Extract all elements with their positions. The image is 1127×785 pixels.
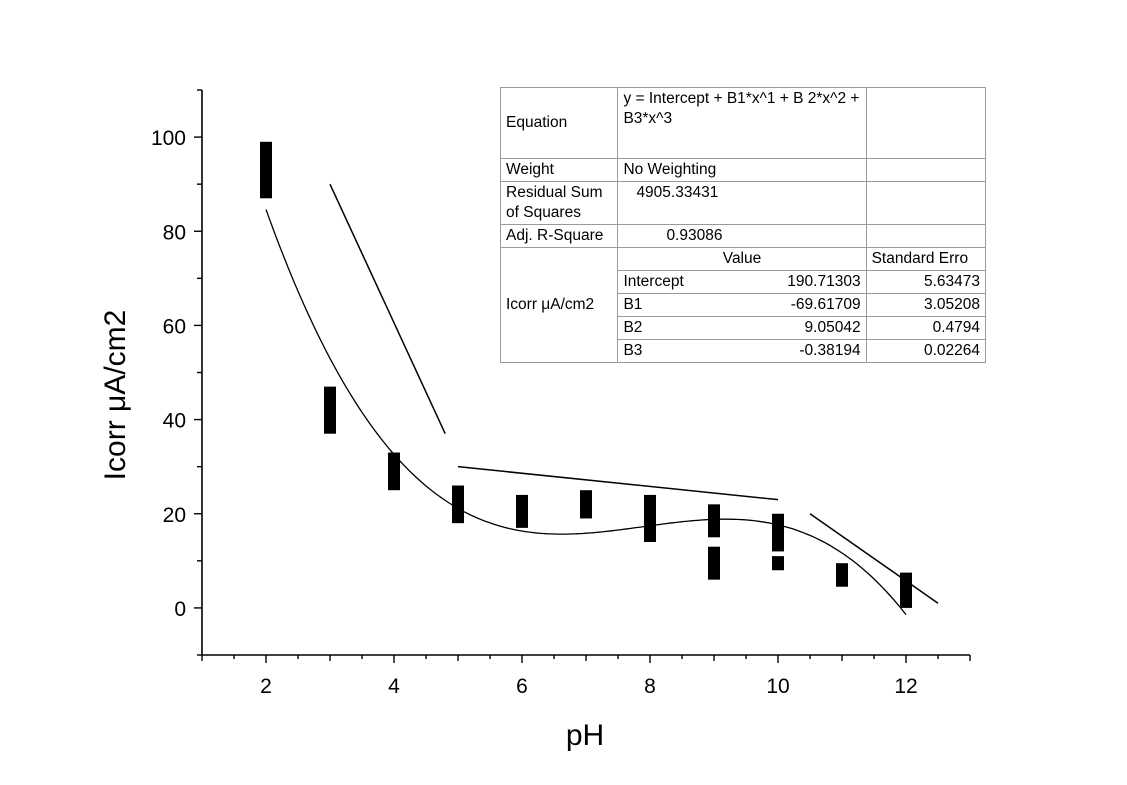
param-b1: B1 -69.61709	[617, 293, 867, 317]
trend-line	[457, 465, 779, 501]
adj-r2-value: 0.93086	[617, 224, 867, 248]
data-point	[708, 504, 720, 538]
x-tick-label: 6	[516, 675, 528, 698]
data-point	[708, 546, 720, 580]
param-b2: B2 9.05042	[617, 316, 867, 340]
data-point	[900, 572, 912, 608]
param-name: B1	[623, 296, 643, 313]
x-tick-label: 10	[766, 675, 789, 698]
equation-row: Equation y = Intercept + B1*x^1 + B 2*x^…	[499, 87, 987, 159]
adj-r2-label: Adj. R-Square	[499, 224, 619, 248]
data-point	[516, 494, 528, 528]
y-tick-label: 100	[151, 127, 186, 150]
rss-row: Residual Sum of Squares 4905.33431	[499, 181, 987, 225]
y-tick-label: 20	[163, 504, 186, 527]
param-stderr: 3.05208	[865, 293, 987, 317]
x-axis-label: pH	[566, 719, 604, 752]
param-row: B2 9.05042 0.4794	[501, 316, 987, 340]
fit-curve	[265, 209, 907, 616]
data-point	[644, 494, 656, 542]
param-intercept: Intercept 190.71303	[617, 270, 867, 294]
weight-value: No Weighting	[617, 158, 867, 182]
data-point	[388, 452, 400, 491]
data-point	[580, 490, 592, 519]
param-name: B3	[623, 342, 643, 359]
stderr-header: Standard Erro	[865, 247, 987, 271]
equation-label: Equation	[499, 87, 619, 159]
y-axis-label: Icorr μA/cm2	[99, 310, 132, 481]
param-value: 9.05042	[804, 319, 861, 336]
y-tick-label: 60	[163, 315, 186, 338]
param-group-label: Icorr μA/cm2	[499, 247, 619, 363]
adj-r2-row: Adj. R-Square 0.93086	[499, 224, 987, 248]
fit-and-trend-lines	[265, 183, 939, 616]
param-stderr: 5.63473	[865, 270, 987, 294]
axes: 2 4 6 8 10 12 0 20 40 60 80 100	[151, 89, 971, 698]
data-point	[772, 556, 784, 571]
param-stderr: 0.02264	[865, 339, 987, 363]
weight-empty-cell	[865, 158, 987, 182]
x-tick-label: 12	[894, 675, 917, 698]
weight-row: Weight No Weighting	[499, 158, 987, 182]
data-point	[452, 485, 464, 524]
data-point	[260, 141, 272, 199]
rss-value: 4905.33431	[617, 181, 867, 225]
param-stderr: 0.4794	[865, 316, 987, 340]
fit-results-table: Equation y = Intercept + B1*x^1 + B 2*x^…	[499, 87, 987, 363]
x-tick-label: 2	[260, 675, 272, 698]
adj-r2-empty-cell	[865, 224, 987, 248]
value-header: Value	[617, 247, 867, 271]
y-tick-label: 40	[163, 410, 186, 433]
y-tick-label: 80	[163, 221, 186, 244]
param-name: B2	[623, 319, 643, 336]
data-marks	[260, 141, 912, 608]
param-value: -0.38194	[799, 342, 861, 359]
param-value: 190.71303	[787, 273, 861, 290]
equation-empty-cell	[865, 87, 987, 159]
data-point	[772, 513, 784, 552]
rss-empty-cell	[865, 181, 987, 225]
x-tick-label: 4	[388, 675, 400, 698]
weight-label: Weight	[499, 158, 619, 182]
param-row: B3 -0.38194 0.02264	[501, 339, 987, 363]
data-point	[836, 563, 848, 587]
trend-line	[329, 183, 446, 435]
equation-value: y = Intercept + B1*x^1 + B 2*x^2 + B3*x^…	[617, 87, 867, 159]
data-point	[324, 386, 336, 434]
param-name: Intercept	[623, 273, 684, 290]
param-b3: B3 -0.38194	[617, 339, 867, 363]
x-tick-label: 8	[644, 675, 656, 698]
rss-label: Residual Sum of Squares	[499, 181, 619, 225]
param-value: -69.61709	[790, 296, 861, 313]
param-header-row: Icorr μA/cm2 Value Standard Erro	[499, 247, 987, 363]
y-tick-label: 0	[174, 598, 186, 621]
param-row: B1 -69.61709 3.05208	[501, 293, 987, 317]
trend-line	[809, 513, 939, 604]
